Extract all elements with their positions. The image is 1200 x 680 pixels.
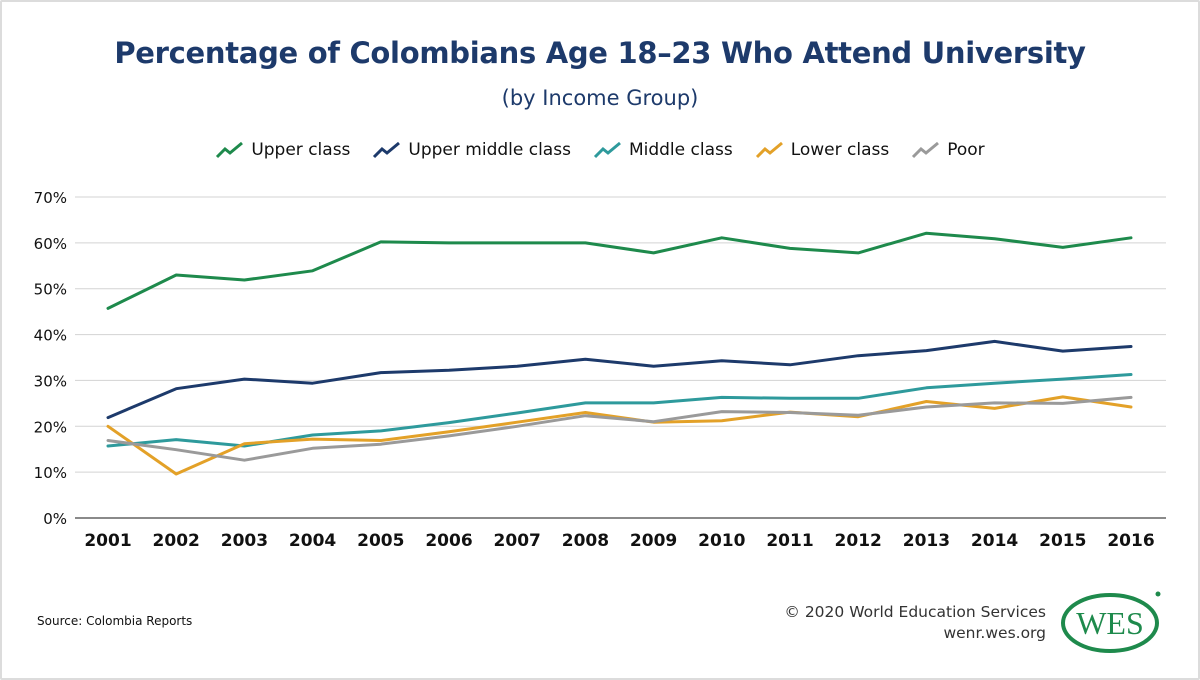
legend-label: Poor xyxy=(947,140,985,160)
x-tick-label: 2010 xyxy=(698,531,745,551)
wes-logo: WES xyxy=(1061,591,1161,653)
x-tick-label: 2007 xyxy=(494,531,541,551)
x-tick-label: 2001 xyxy=(84,531,131,551)
legend-line-icon xyxy=(216,141,244,159)
x-tick-label: 2009 xyxy=(630,531,677,551)
series-line-poor xyxy=(106,395,1133,462)
x-tick-label: 2013 xyxy=(903,531,950,551)
x-tick-label: 2006 xyxy=(425,531,472,551)
legend-item-lower-class: Lower class xyxy=(755,140,890,160)
y-tick-label: 50% xyxy=(34,281,67,299)
legend-line-icon xyxy=(755,141,783,159)
x-tick-label: 2011 xyxy=(766,531,813,551)
y-tick-label: 40% xyxy=(34,327,67,345)
legend-line-icon xyxy=(912,141,940,159)
legend-label: Upper middle class xyxy=(408,140,571,160)
legend-line-icon xyxy=(373,141,401,159)
series-line-upper-class xyxy=(106,231,1133,310)
y-tick-label: 60% xyxy=(34,235,67,253)
legend-label: Middle class xyxy=(628,140,733,160)
x-tick-label: 2005 xyxy=(357,531,404,551)
y-tick-label: 10% xyxy=(34,464,67,482)
credit-block: © 2020 World Education Services wenr.wes… xyxy=(784,602,1046,644)
legend-item-upper-class: Upper class xyxy=(215,140,350,160)
x-tick-label: 2002 xyxy=(153,531,200,551)
series-line-middle-class xyxy=(106,373,1133,448)
y-tick-label: 30% xyxy=(34,372,67,390)
y-tick-label: 0% xyxy=(43,510,67,528)
copyright-text: © 2020 World Education Services xyxy=(784,603,1046,621)
legend-item-poor: Poor xyxy=(911,140,985,160)
x-axis-ticks: 2001 2002 2003 2004 2005 2006 2007 2008 2009 2010… xyxy=(84,531,1154,551)
x-tick-label: 2012 xyxy=(835,531,882,551)
source-note: Source: Colombia Reports xyxy=(37,614,193,628)
x-tick-label: 2004 xyxy=(289,531,336,551)
registered-mark xyxy=(1155,591,1161,597)
x-tick-label: 2014 xyxy=(971,531,1018,551)
y-tick-label: 70% xyxy=(34,189,67,207)
series-line-upper-middle-class xyxy=(106,339,1133,420)
x-tick-label: 2016 xyxy=(1107,531,1154,551)
series-lines xyxy=(106,231,1133,476)
series-line-lower-class xyxy=(106,395,1133,476)
legend-line-icon xyxy=(593,141,621,159)
legend-item-upper-middle-class: Upper middle class xyxy=(372,140,571,160)
chart-subtitle: (by Income Group) xyxy=(501,86,699,110)
legend-label: Upper class xyxy=(251,140,351,160)
y-axis-ticks: 0% 10% 20% 30% 40% 50% 60% 70% xyxy=(34,189,67,528)
x-tick-label: 2008 xyxy=(562,531,609,551)
x-tick-label: 2015 xyxy=(1039,531,1086,551)
line-chart: 0% 10% 20% 30% 40% 50% 60% 70% 2001 2002 2003 2004… xyxy=(34,189,1166,551)
gridlines xyxy=(75,196,1166,519)
y-tick-label: 20% xyxy=(34,418,67,436)
legend-item-middle-class: Middle class xyxy=(593,140,733,160)
legend: Upper class Upper middle class Middle cl… xyxy=(0,140,1200,160)
logo-text: WES xyxy=(1076,605,1144,641)
logo-ellipse xyxy=(1061,593,1159,653)
website-link[interactable]: wenr.wes.org xyxy=(943,624,1046,642)
x-tick-label: 2003 xyxy=(221,531,268,551)
legend-label: Lower class xyxy=(790,140,890,160)
chart-title: Percentage of Colombians Age 18–23 Who A… xyxy=(114,36,1086,70)
